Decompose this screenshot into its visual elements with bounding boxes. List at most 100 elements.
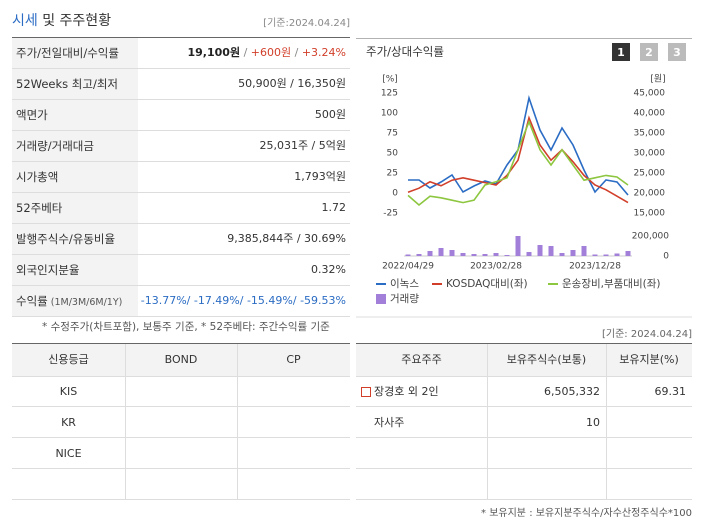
- table-row: [356, 376, 692, 407]
- title-highlight: 시세: [12, 13, 38, 29]
- row-label: 52Weeks 최고/최저: [16, 77, 118, 91]
- volume-bar: [559, 253, 565, 256]
- header-cell: 보유주식수(보통): [506, 353, 587, 366]
- volume-bar: [493, 253, 499, 256]
- row-label: 발행주식수/유동비율: [16, 232, 116, 246]
- row-value: 9,385,844주 / 30.69%: [227, 232, 346, 245]
- label-cell: [12, 100, 138, 131]
- label-cell: [12, 286, 138, 317]
- row-value: 1.72: [321, 201, 347, 214]
- y-tick-label: 0: [392, 189, 398, 199]
- volume-bar: [614, 253, 620, 256]
- label-cell: [12, 224, 138, 255]
- y2-tick-label: 40,000: [634, 109, 666, 119]
- value-cell: [138, 131, 350, 162]
- row-label: 시가총액: [16, 170, 59, 184]
- row-label: 외국인지분율: [16, 263, 80, 277]
- table-row: [356, 438, 692, 469]
- volume-bar: [504, 255, 510, 256]
- header-cell: 보유지분(%): [619, 353, 679, 366]
- volume-bar: [482, 254, 488, 256]
- table-cell: 자사주: [374, 416, 405, 429]
- row-label-main: 수익률: [16, 294, 48, 308]
- y2-tick-label: 30,000: [634, 149, 666, 159]
- volume-bar: [548, 246, 554, 256]
- header-cell: 신용등급: [48, 353, 89, 366]
- value-cell: [138, 224, 350, 255]
- row-value: 25,031주 / 5억원: [259, 139, 346, 152]
- table-cell: KIS: [59, 385, 78, 398]
- legend-label: 운송장비,부품대비(좌): [562, 278, 660, 290]
- volume-bar: [427, 251, 433, 256]
- volume-bar: [405, 254, 411, 256]
- table-top-border: [12, 343, 350, 344]
- line-series: [408, 95, 629, 196]
- label-cell: [12, 255, 138, 286]
- y-tick-label: 25: [387, 169, 398, 179]
- x-tick-label: 2023/12/28: [569, 262, 621, 272]
- volume-bar: [416, 254, 422, 256]
- value-cell: [138, 100, 350, 131]
- y-tick-label: 100: [381, 109, 398, 119]
- legend-label: 이녹스: [390, 278, 419, 290]
- line-series: [407, 115, 629, 204]
- value-part: /: [240, 46, 251, 59]
- y-tick-label: 50: [387, 149, 399, 159]
- table-cell: 장경호 외 2인: [374, 385, 439, 398]
- expand-icon[interactable]: [361, 387, 371, 397]
- column-divider: [487, 344, 488, 500]
- row-label: 주가/전일대비/수익률: [16, 46, 119, 60]
- y-tick-label: 125: [381, 89, 398, 99]
- y2-tick-label: 15,000: [634, 209, 666, 219]
- section-title: 시세 및 주주현황: [12, 10, 111, 30]
- legend-label: KOSDAQ대비(좌): [446, 278, 528, 290]
- value-cell: [138, 162, 350, 193]
- date: [기준: 2024.04.24]: [601, 329, 692, 340]
- row-value: 19,100원 / +600원 / +3.24%: [188, 38, 347, 68]
- row-label: 수익률 (1M/3M/6M/1Y): [16, 286, 122, 318]
- column-divider: [606, 344, 607, 500]
- volume-bar: [625, 251, 631, 256]
- y3-tick-label: 0: [663, 252, 669, 262]
- table-row: [12, 407, 350, 438]
- table-top-border: [12, 37, 350, 38]
- value-cell: [138, 193, 350, 224]
- tab-button[interactable]: [640, 43, 658, 61]
- chart: 주가/상대수익률 1 2 3 [%] [원] -25 0 25 50 75 100 125 15,000 2…: [356, 38, 692, 318]
- date: [기준:2024.04.24]: [263, 18, 350, 29]
- title-rest: 및 주주현황: [42, 13, 112, 29]
- table-cell: KR: [61, 416, 76, 429]
- value-part: +600원: [250, 46, 292, 59]
- column-divider: [237, 344, 238, 500]
- table-row: [12, 469, 350, 500]
- chart-title: 주가/상대수익률: [366, 45, 444, 59]
- note: * 수정주가(차트포함), 보통주 기준, * 52주베타: 주간수익률 기준: [42, 321, 330, 333]
- tab-button[interactable]: [612, 43, 630, 61]
- volume-bar: [460, 253, 466, 256]
- y-tick-label: -25: [383, 209, 398, 219]
- table-cell: 6,505,332: [544, 385, 600, 398]
- y2-tick-label: 45,000: [634, 89, 666, 99]
- tab-button[interactable]: [668, 43, 686, 61]
- legend-label: 거래량: [390, 293, 419, 305]
- header-row: [356, 344, 692, 377]
- table-row: [12, 376, 350, 407]
- row-label-sub: (1M/3M/6M/1Y): [50, 297, 123, 308]
- y2-tick-label: 20,000: [634, 189, 666, 199]
- label-cell: [12, 69, 138, 100]
- label-cell: [12, 131, 138, 162]
- y2-tick-label: 25,000: [634, 169, 666, 179]
- volume-bar: [526, 252, 532, 256]
- y-tick-label: 75: [387, 129, 398, 139]
- row-value: 50,900원 / 16,350원: [238, 77, 346, 90]
- row-value: -13.77%/ -17.49%/ -15.49%/ -59.53%: [140, 294, 346, 307]
- table-row: [12, 438, 350, 469]
- table-cell: 69.31: [654, 385, 687, 398]
- value-cell: [138, 286, 350, 317]
- value-cell: [138, 38, 350, 69]
- y2-axis-label: [원]: [650, 74, 665, 85]
- header-cell: CP: [286, 353, 301, 366]
- label-cell: [12, 162, 138, 193]
- volume-bar: [438, 248, 444, 256]
